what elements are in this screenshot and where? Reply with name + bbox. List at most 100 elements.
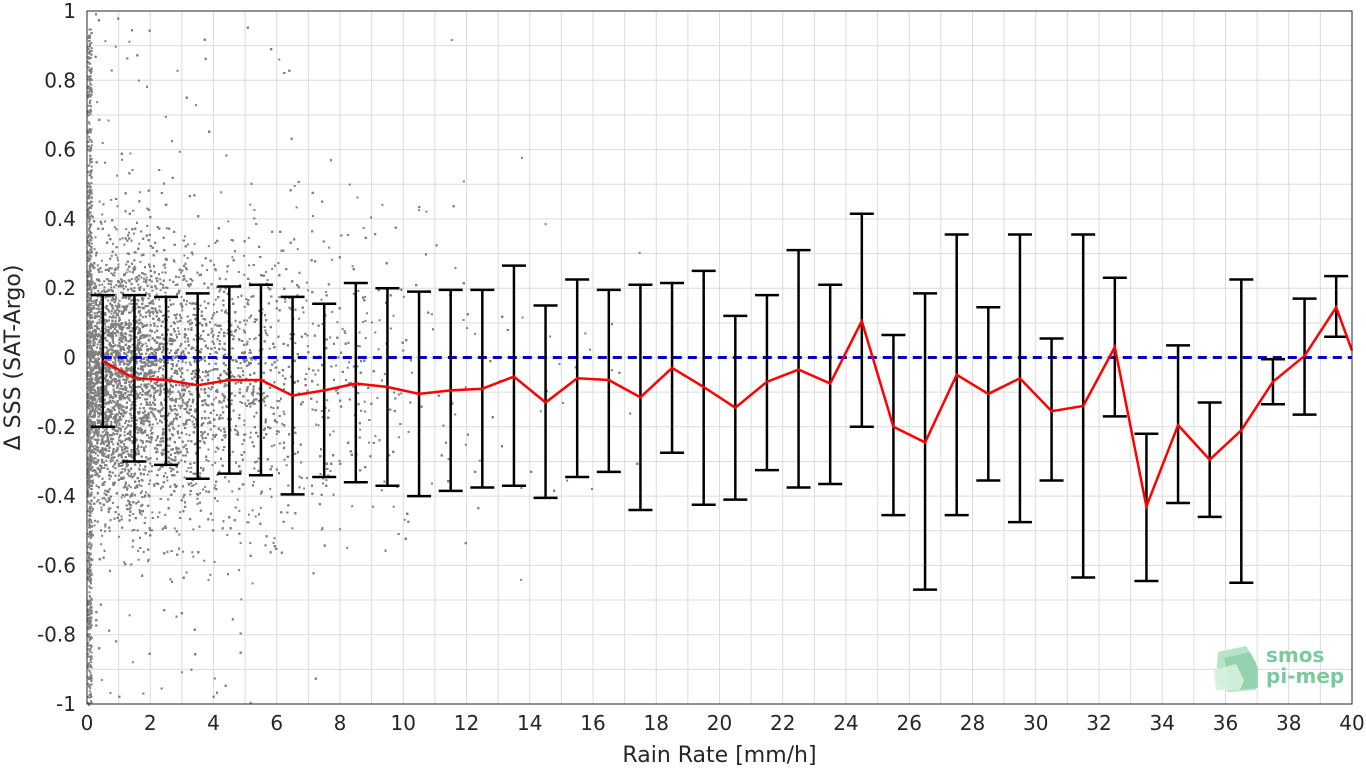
scatter-point [121, 440, 124, 443]
scatter-point [94, 300, 97, 303]
scatter-point [129, 439, 131, 442]
scatter-point [124, 428, 127, 430]
scatter-point [93, 432, 96, 435]
scatter-point [94, 457, 97, 460]
scatter-point [259, 492, 262, 495]
scatter-point [155, 360, 158, 363]
scatter-point [325, 479, 328, 482]
scatter-point [450, 39, 453, 42]
scatter-point [96, 454, 99, 457]
scatter-point [180, 271, 182, 274]
scatter-point [104, 338, 107, 341]
scatter-point [162, 365, 165, 367]
scatter-point [90, 360, 93, 363]
scatter-point [213, 312, 216, 315]
scatter-point [245, 298, 248, 300]
scatter-point [167, 395, 170, 398]
scatter-point [117, 266, 120, 268]
scatter-point [464, 443, 467, 446]
scatter-point [150, 394, 152, 397]
scatter-point [145, 491, 147, 494]
scatter-point [562, 402, 565, 404]
scatter-point [121, 158, 123, 161]
scatter-point [123, 495, 126, 498]
scatter-point [149, 479, 152, 482]
scatter-point [176, 320, 179, 323]
scatter-point [123, 243, 126, 246]
scatter-point [101, 142, 104, 144]
scatter-point [109, 324, 112, 327]
scatter-point [199, 492, 202, 495]
scatter-point [127, 360, 130, 363]
scatter-point [211, 369, 214, 372]
scatter-point [252, 480, 255, 483]
scatter-point [128, 398, 131, 401]
scatter-point [231, 490, 234, 493]
scatter-point [306, 389, 309, 392]
scatter-point [321, 527, 324, 529]
scatter-point [133, 232, 135, 235]
scatter-point [245, 377, 248, 380]
scatter-point [141, 503, 144, 506]
scatter-point [145, 403, 148, 406]
scatter-point [105, 415, 108, 418]
scatter-point [245, 389, 248, 392]
scatter-point [150, 302, 153, 305]
scatter-point [166, 479, 169, 482]
scatter-point [127, 468, 130, 471]
scatter-point [137, 283, 140, 286]
scatter-point [169, 467, 172, 469]
scatter-point [147, 394, 150, 397]
scatter-point [273, 537, 276, 540]
scatter-point [283, 458, 286, 461]
scatter-point [128, 614, 131, 617]
scatter-point [173, 399, 176, 402]
scatter-point [219, 288, 222, 291]
scatter-point [133, 474, 136, 477]
scatter-point [200, 348, 203, 351]
scatter-point [94, 379, 97, 382]
scatter-point [214, 323, 217, 326]
scatter-point [121, 478, 124, 480]
scatter-point [104, 327, 107, 330]
scatter-point [239, 542, 242, 545]
scatter-point [221, 406, 224, 409]
scatter-point [207, 460, 210, 463]
scatter-point [214, 461, 217, 464]
scatter-point [189, 493, 192, 496]
scatter-point [96, 500, 99, 503]
scatter-point [213, 677, 216, 680]
scatter-point [237, 381, 240, 384]
scatter-point [103, 286, 106, 289]
scatter-point [141, 316, 144, 319]
scatter-point [162, 264, 165, 267]
scatter-point [97, 431, 100, 433]
scatter-point [174, 408, 177, 411]
scatter-point [97, 366, 100, 369]
scatter-point [113, 356, 115, 359]
scatter-point [136, 379, 139, 382]
scatter-point [140, 337, 143, 340]
scatter-point [282, 249, 285, 252]
scatter-point [170, 448, 173, 451]
scatter-point [566, 479, 569, 482]
scatter-point [98, 367, 101, 370]
scatter-point [290, 308, 293, 311]
scatter-point [246, 386, 249, 388]
scatter-point [136, 344, 139, 347]
scatter-point [378, 319, 381, 322]
scatter-point [296, 248, 299, 251]
scatter-point [246, 521, 249, 524]
scatter-point [225, 309, 228, 312]
scatter-point [93, 405, 96, 408]
scatter-point [121, 327, 124, 330]
scatter-point [224, 372, 227, 375]
scatter-point [155, 383, 158, 386]
scatter-point [317, 369, 320, 372]
scatter-point [129, 311, 132, 314]
scatter-point [377, 348, 380, 351]
scatter-point [247, 399, 250, 402]
scatter-point [222, 448, 225, 451]
scatter-point [170, 433, 173, 436]
scatter-point [146, 473, 149, 476]
